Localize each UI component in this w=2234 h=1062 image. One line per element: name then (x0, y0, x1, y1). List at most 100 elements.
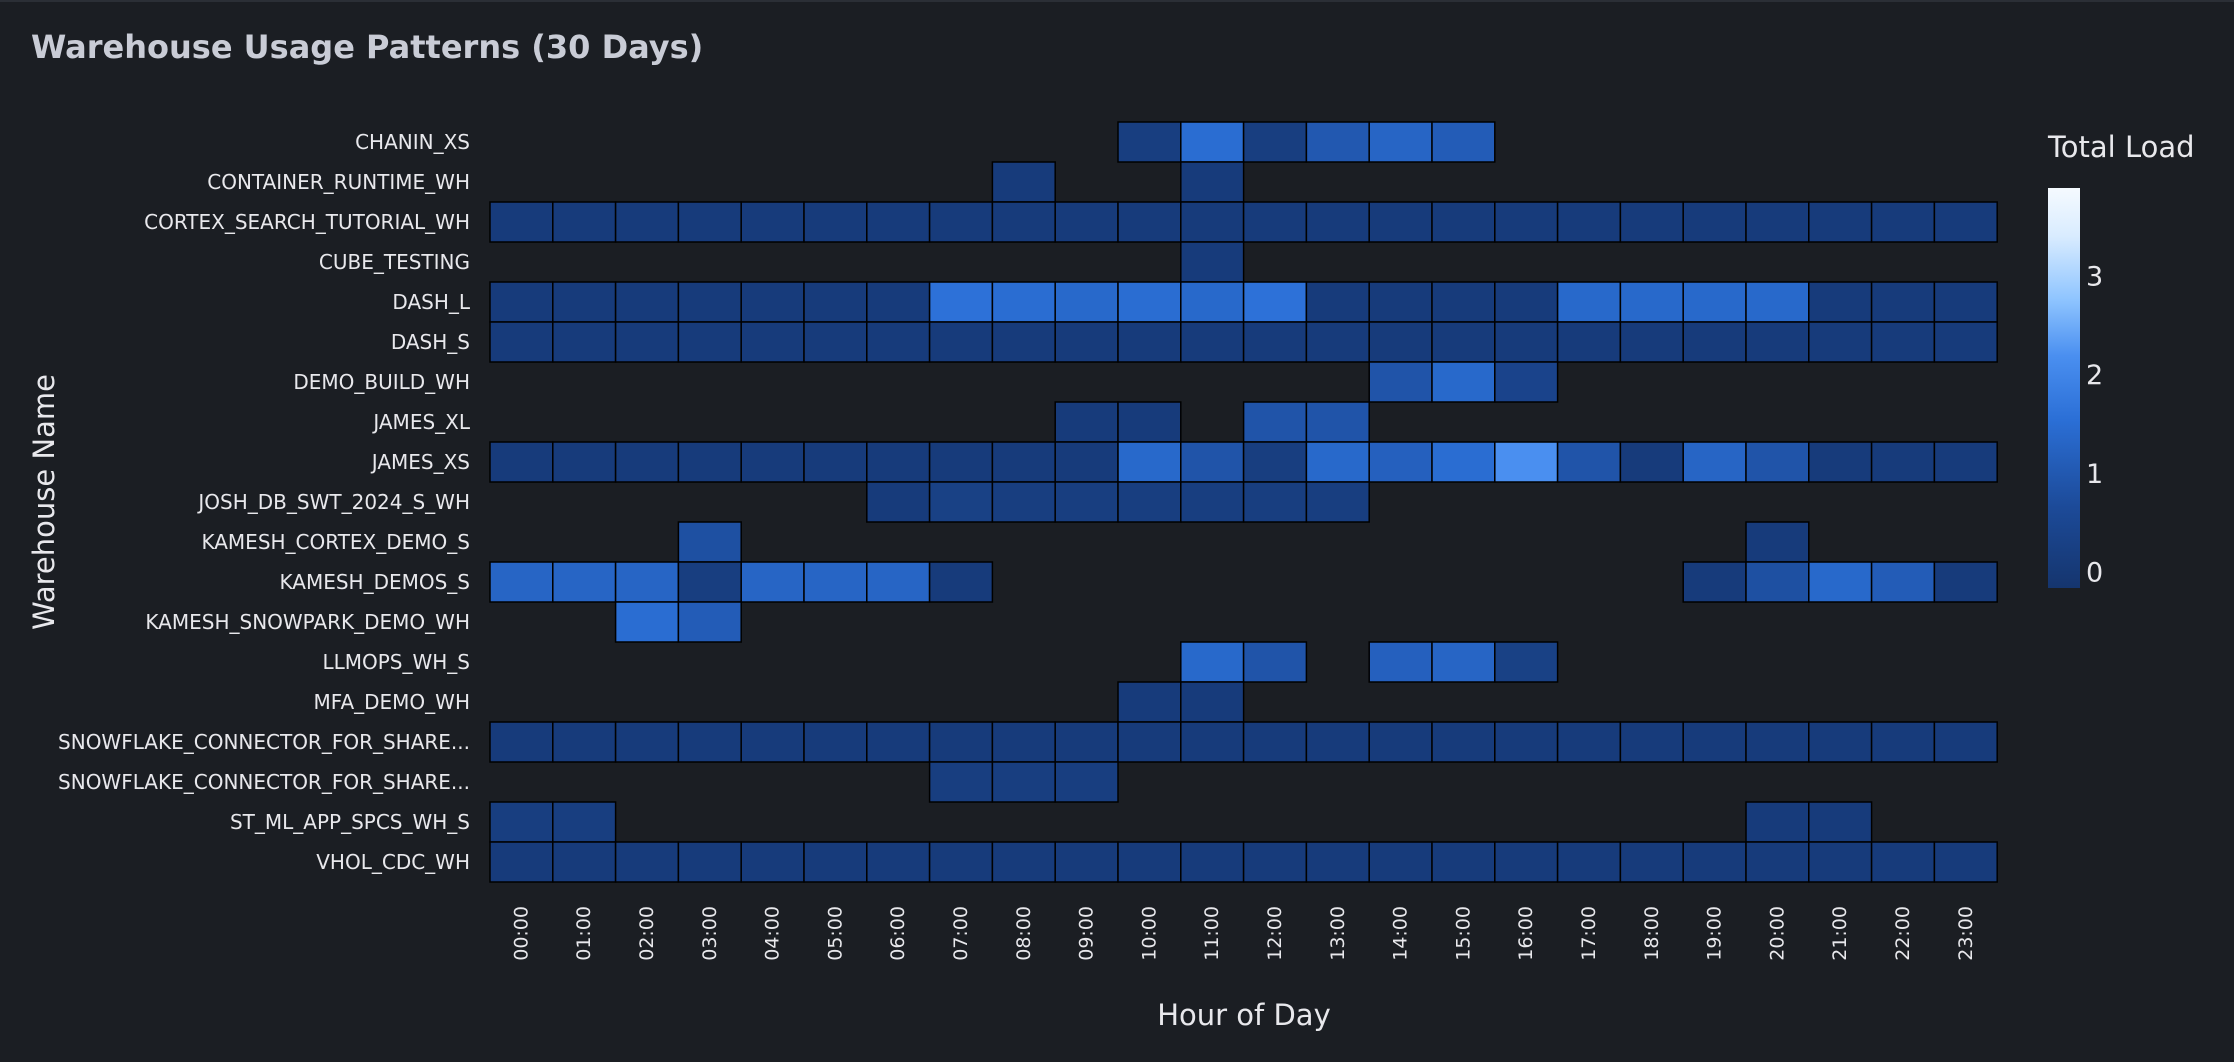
heatmap-cell (489, 721, 554, 763)
heatmap-cell (740, 201, 805, 243)
heatmap-cell (552, 441, 617, 483)
colorbar-tick-label: 0 (2086, 558, 2103, 589)
heatmap-cell (1054, 201, 1119, 243)
heatmap-cell (1682, 321, 1747, 363)
heatmap-cell (1808, 321, 1873, 363)
x-tick-label: 20:00 (1766, 906, 1788, 961)
x-tick-label: 17:00 (1578, 906, 1600, 961)
heatmap-cell (1494, 441, 1559, 483)
x-tick-label: 08:00 (1013, 906, 1035, 961)
heatmap-cell (1180, 121, 1245, 163)
heatmap-cell (614, 601, 680, 643)
heatmap-cell (1682, 441, 1747, 483)
heatmap-cell (991, 761, 1056, 803)
heatmap-cell (866, 721, 931, 763)
heatmap-cell (1242, 841, 1308, 883)
heatmap-cell (866, 561, 931, 603)
x-tick-label: 02:00 (636, 906, 658, 961)
heatmap-cell (489, 561, 554, 603)
x-tick-label: 18:00 (1641, 906, 1663, 961)
y-tick-label: DASH_L (392, 290, 470, 314)
heatmap-cell (991, 441, 1056, 483)
heatmap-cell (991, 321, 1056, 363)
heatmap-cell (866, 281, 931, 323)
heatmap-cell (1180, 161, 1245, 203)
y-axis-title: Warehouse Name (27, 374, 61, 630)
heatmap-cell (1682, 841, 1747, 883)
heatmap-cell (1808, 441, 1873, 483)
heatmap-cell (1054, 401, 1119, 443)
heatmap-cell (1180, 201, 1245, 243)
colorbar-tick-label: 2 (2086, 360, 2103, 391)
heatmap-cell (1494, 641, 1559, 683)
y-tick-label: ST_ML_APP_SPCS_WH_S (230, 810, 470, 834)
heatmap-cell (614, 281, 680, 323)
heatmap-cell (1431, 721, 1496, 763)
heatmap-cell (489, 201, 554, 243)
heatmap-cell (552, 721, 617, 763)
x-tick-label: 21:00 (1829, 906, 1851, 961)
heatmap-cell (803, 561, 868, 603)
heatmap-cell (1054, 441, 1119, 483)
heatmap-cell (740, 441, 805, 483)
heatmap-cell (928, 201, 994, 243)
heatmap-cell (1870, 441, 1936, 483)
heatmap-cell (1180, 441, 1245, 483)
heatmap-cell (1745, 721, 1810, 763)
heatmap-cell (866, 441, 931, 483)
heatmap-cell (928, 761, 994, 803)
heatmap-cell (677, 281, 742, 323)
heatmap-cell (1117, 121, 1182, 163)
heatmap-cell (1180, 841, 1245, 883)
heatmap-cell (928, 441, 994, 483)
heatmap-cell (489, 441, 554, 483)
heatmap-cell (1494, 721, 1559, 763)
y-tick-label: KAMESH_CORTEX_DEMO_S (201, 530, 470, 554)
heatmap-cell (1242, 401, 1308, 443)
heatmap-cell (1556, 721, 1622, 763)
heatmap-cell (1556, 441, 1622, 483)
x-tick-label: 11:00 (1201, 906, 1223, 961)
y-tick-label: KAMESH_DEMOS_S (280, 570, 471, 594)
y-tick-label: SNOWFLAKE_CONNECTOR_FOR_SHARE... (58, 730, 470, 754)
heatmap-cell (552, 201, 617, 243)
heatmap-cell (1745, 521, 1810, 563)
heatmap-cell (1619, 281, 1684, 323)
heatmap-cell (1431, 361, 1496, 403)
x-tick-label: 14:00 (1390, 906, 1412, 961)
heatmap-cell (1117, 201, 1182, 243)
y-tick-label: CORTEX_SEARCH_TUTORIAL_WH (144, 210, 470, 234)
heatmap-cell (677, 721, 742, 763)
x-tick-label: 22:00 (1892, 906, 1914, 961)
heatmap-cell (1494, 841, 1559, 883)
heatmap-cell (1808, 561, 1873, 603)
heatmap-cell (1494, 201, 1559, 243)
y-tick-label: JAMES_XL (371, 410, 471, 434)
heatmap-cell (1870, 561, 1936, 603)
x-tick-label: 03:00 (699, 906, 721, 961)
heatmap-cell (552, 321, 617, 363)
heatmap-cell (1431, 641, 1496, 683)
heatmap-cell (1117, 721, 1182, 763)
heatmap-cell (489, 321, 554, 363)
heatmap-cell (1054, 321, 1119, 363)
heatmap-cell (1870, 841, 1936, 883)
heatmap-cell (1368, 121, 1433, 163)
heatmap-cell (1745, 841, 1810, 883)
heatmap-cell (1808, 801, 1873, 843)
x-tick-label: 00:00 (510, 906, 532, 961)
heatmap-cell (677, 441, 742, 483)
colorbar-tick-label: 1 (2086, 459, 2103, 490)
y-tick-label: DEMO_BUILD_WH (293, 370, 470, 394)
heatmap-cell (1242, 121, 1308, 163)
heatmap-cell (1808, 281, 1873, 323)
y-tick-label: CUBE_TESTING (319, 250, 470, 274)
heatmap-cell (1494, 281, 1559, 323)
heatmap-cell (1242, 321, 1308, 363)
heatmap-cell (1242, 641, 1308, 683)
heatmap-cell (1180, 641, 1245, 683)
heatmap-cell (803, 321, 868, 363)
heatmap-cell (677, 561, 742, 603)
y-tick-label: KAMESH_SNOWPARK_DEMO_WH (145, 610, 470, 634)
